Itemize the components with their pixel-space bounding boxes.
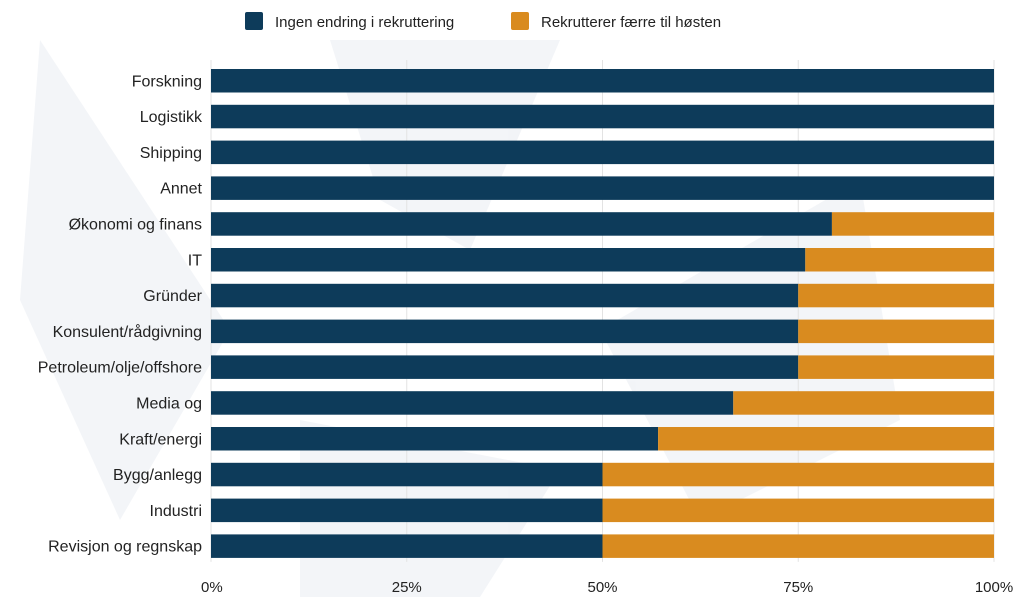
x-tick-label: 0% xyxy=(201,579,223,596)
bar-segment-fewer xyxy=(798,283,994,308)
bar-segment-no-change xyxy=(211,498,603,523)
bar-segment-no-change xyxy=(211,534,603,558)
bar-segment-no-change xyxy=(211,69,994,93)
category-label: Logistikk xyxy=(140,109,203,126)
category-label: Petroleum/olje/offshore xyxy=(38,360,202,377)
category-label: Økonomi og finans xyxy=(69,216,202,233)
bar-segment-no-change xyxy=(211,283,799,308)
bar-segment-fewer xyxy=(733,391,994,415)
bar-segment-fewer xyxy=(798,355,994,379)
bar-segment-fewer xyxy=(798,319,994,344)
category-label: Bygg/anlegg xyxy=(113,467,202,484)
x-tick-label: 25% xyxy=(392,579,422,596)
bar-segment-no-change xyxy=(211,462,603,487)
x-tick-label: 50% xyxy=(587,579,617,596)
legend-swatch xyxy=(511,12,529,30)
bars xyxy=(211,69,994,558)
category-label: Industri xyxy=(150,503,202,520)
x-tick-label: 75% xyxy=(783,579,813,596)
legend-label: Ingen endring i rekruttering xyxy=(275,14,454,31)
bar-segment-fewer xyxy=(658,427,994,451)
bar-segment-no-change xyxy=(211,104,994,129)
bar-segment-no-change xyxy=(211,427,659,451)
category-label: Media og xyxy=(136,395,202,412)
legend-label: Rekrutterer færre til høsten xyxy=(541,14,721,31)
category-label: Konsulent/rådgivning xyxy=(53,323,202,341)
bar-segment-no-change xyxy=(211,176,994,200)
legend: Ingen endring i rekruttering Rekrutterer … xyxy=(245,12,721,31)
category-label: Gründer xyxy=(143,288,202,305)
category-label: Forskning xyxy=(132,73,202,90)
bar-segment-fewer xyxy=(805,248,994,272)
bar-segment-fewer xyxy=(831,212,994,236)
bar-segment-fewer xyxy=(602,498,994,523)
bar-segment-no-change xyxy=(211,319,799,344)
bar-segment-fewer xyxy=(602,462,994,487)
x-tick-labels: 0% 25% 50% 75% 100% xyxy=(201,579,1013,596)
category-labels: Forskning Logistikk Shipping Annet Økonomi o… xyxy=(38,73,203,555)
bar-segment-no-change xyxy=(211,212,832,236)
legend-swatch xyxy=(245,12,263,30)
bar-segment-no-change xyxy=(211,140,994,165)
category-label: Shipping xyxy=(140,145,202,162)
bar-segment-fewer xyxy=(602,534,994,558)
bar-segment-no-change xyxy=(211,355,799,379)
category-label: Kraft/energi xyxy=(119,431,202,448)
category-label: Annet xyxy=(160,181,202,198)
watermark-shape xyxy=(20,40,230,520)
x-tick-label: 100% xyxy=(975,579,1013,596)
category-label: IT xyxy=(188,252,202,269)
bar-segment-no-change xyxy=(211,248,806,272)
category-label: Revisjon og regnskap xyxy=(48,539,202,556)
bar-segment-no-change xyxy=(211,391,734,415)
